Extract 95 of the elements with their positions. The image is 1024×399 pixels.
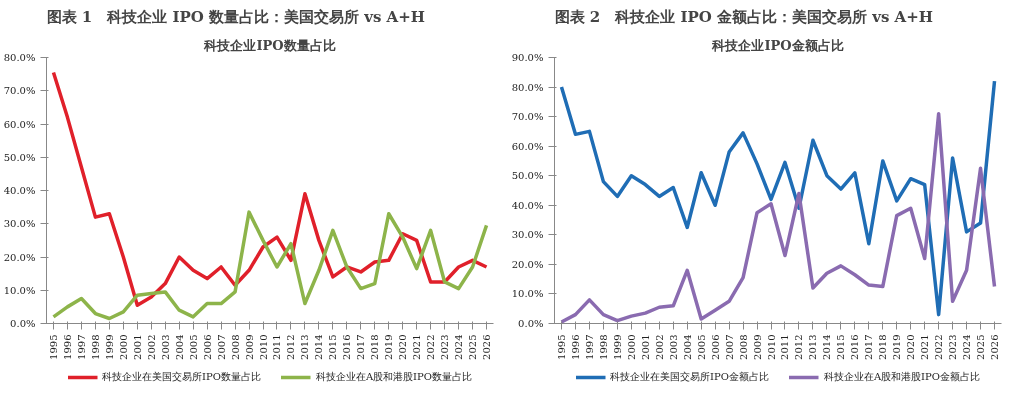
- x-tick-label: 2019: [891, 334, 903, 360]
- x-tick-label: 2016: [849, 334, 861, 360]
- x-tick-label: 2019: [383, 334, 395, 360]
- x-tick-label: 2002: [145, 334, 157, 360]
- y-tick-label: 10.0%: [3, 284, 36, 296]
- y-tick-label: 80.0%: [511, 81, 544, 93]
- y-tick-label: 60.0%: [511, 140, 544, 152]
- y-tick-label: 70.0%: [3, 85, 36, 97]
- legend-label: 科技企业在美国交易所IPO金额占比: [610, 370, 769, 384]
- x-tick-label: 2022: [933, 334, 945, 360]
- x-tick-label: 2016: [341, 334, 353, 360]
- y-tick-label: 0.0%: [10, 318, 36, 329]
- x-tick-label: 1995: [555, 334, 567, 360]
- x-tick-label: 2007: [723, 334, 735, 360]
- x-tick-label: 2011: [779, 334, 791, 360]
- x-tick-label: 2026: [481, 334, 493, 360]
- line-series: [559, 111, 997, 324]
- y-tick-label: 40.0%: [511, 199, 544, 211]
- x-tick-label: 2024: [453, 334, 465, 360]
- x-tick-label: 2020: [397, 334, 409, 360]
- x-tick-label: 2001: [131, 334, 143, 360]
- x-tick-label: 2005: [695, 334, 707, 360]
- y-tick-label: 20.0%: [511, 258, 544, 270]
- x-tick-label: 2026: [989, 334, 1001, 360]
- y-tick-label: 30.0%: [511, 229, 544, 241]
- x-tick-label: 1996: [61, 334, 73, 360]
- x-tick-label: 1999: [103, 334, 115, 360]
- x-tick-label: 1998: [89, 334, 101, 360]
- x-tick-label: 2009: [243, 334, 255, 360]
- line-series: [51, 70, 489, 307]
- x-tick-label: 2023: [439, 334, 451, 360]
- x-tick-label: 2005: [187, 334, 199, 360]
- x-tick-label: 2012: [285, 334, 297, 360]
- y-tick-label: 20.0%: [3, 251, 36, 263]
- chart-subtitle: 科技企业IPO数量占比: [203, 37, 336, 53]
- x-tick-label: 2003: [159, 334, 171, 360]
- x-tick-label: 2010: [765, 334, 777, 360]
- y-tick-label: 10.0%: [511, 288, 544, 300]
- x-tick-label: 2000: [117, 334, 129, 360]
- x-tick-label: 2012: [793, 334, 805, 360]
- x-tick-label: 2022: [425, 334, 437, 360]
- y-tick-label: 90.0%: [511, 52, 544, 63]
- y-tick-label: 50.0%: [511, 170, 544, 182]
- chart-subtitle: 科技企业IPO金额占比: [711, 37, 844, 53]
- x-tick-label: 2004: [173, 334, 185, 360]
- x-tick-label: 2006: [201, 334, 213, 360]
- y-tick-label: 0.0%: [518, 318, 544, 329]
- x-tick-label: 2015: [327, 334, 339, 360]
- x-tick-label: 2015: [835, 334, 847, 360]
- x-tick-label: 2023: [947, 334, 959, 360]
- x-tick-label: 2009: [751, 334, 763, 360]
- x-tick-label: 2002: [653, 334, 665, 360]
- x-tick-label: 2008: [229, 334, 241, 360]
- y-tick-label: 30.0%: [3, 218, 36, 230]
- y-tick-label: 60.0%: [3, 118, 36, 130]
- chart-title: 图表 1 科技企业 IPO 数量占比：美国交易所 vs A+H: [46, 7, 425, 26]
- y-tick-label: 40.0%: [3, 185, 36, 196]
- x-tick-label: 2000: [625, 334, 637, 360]
- x-tick-label: 2011: [271, 334, 283, 360]
- x-tick-label: 1999: [611, 334, 623, 360]
- chart-title: 图表 2 科技企业 IPO 金额占比：美国交易所 vs A+H: [554, 7, 933, 26]
- x-tick-label: 2013: [807, 334, 819, 360]
- x-tick-label: 2006: [709, 334, 721, 360]
- legend-label: 科技企业在A股和港股IPO金额占比: [823, 370, 980, 384]
- x-tick-label: 2014: [313, 334, 325, 360]
- x-tick-label: 2021: [919, 334, 931, 360]
- line-series: [51, 210, 489, 321]
- x-tick-label: 1998: [597, 334, 609, 360]
- legend-label: 科技企业在美国交易所IPO数量占比: [102, 370, 261, 384]
- line-series: [559, 79, 997, 317]
- x-tick-label: 2007: [215, 334, 227, 360]
- legend-label: 科技企业在A股和港股IPO数量占比: [315, 370, 472, 384]
- x-tick-label: 2017: [863, 334, 875, 360]
- x-tick-label: 1997: [75, 334, 87, 360]
- x-tick-label: 1995: [47, 334, 59, 360]
- x-tick-label: 2008: [737, 334, 749, 360]
- x-tick-label: 2020: [905, 334, 917, 360]
- x-tick-label: 1996: [569, 334, 581, 360]
- x-tick-label: 2013: [299, 334, 311, 360]
- x-tick-label: 2018: [877, 334, 889, 360]
- x-tick-label: 2017: [355, 334, 367, 360]
- x-tick-label: 2018: [369, 334, 381, 360]
- x-tick-label: 2025: [467, 334, 479, 360]
- x-tick-label: 2021: [411, 334, 423, 360]
- x-tick-label: 2025: [975, 334, 987, 360]
- y-tick-label: 50.0%: [3, 151, 36, 163]
- y-tick-label: 80.0%: [3, 52, 36, 63]
- x-tick-label: 2003: [667, 334, 679, 360]
- x-tick-label: 2004: [681, 334, 693, 360]
- x-tick-label: 2001: [639, 334, 651, 360]
- x-tick-label: 2010: [257, 334, 269, 360]
- x-tick-label: 1997: [583, 334, 595, 360]
- x-tick-label: 2024: [961, 334, 973, 360]
- x-tick-label: 2014: [821, 334, 833, 360]
- y-tick-label: 70.0%: [511, 111, 544, 123]
